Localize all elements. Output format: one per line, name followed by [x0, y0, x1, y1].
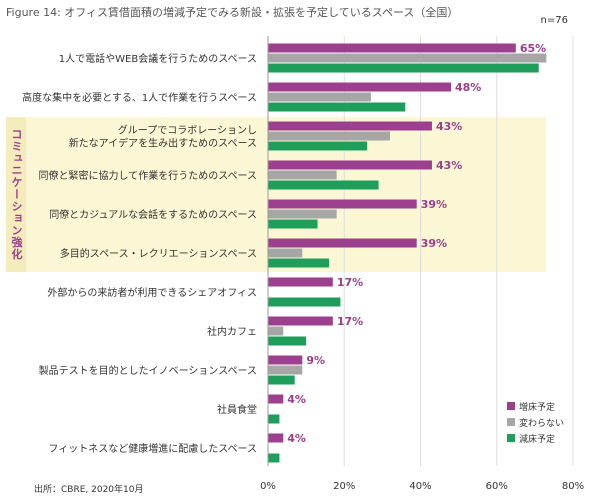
value-label: 39%	[421, 237, 447, 250]
bar-decrease	[268, 453, 280, 463]
legend-label-decrease: 減床予定	[519, 433, 555, 445]
category-label: 1人で電話やWEB会議を行うためのスペース	[59, 52, 257, 65]
legend-label-same: 変わらない	[519, 417, 564, 429]
value-label: 39%	[421, 198, 447, 211]
bar-decrease	[268, 336, 307, 346]
legend-swatch-decrease	[507, 434, 515, 442]
value-label: 4%	[287, 432, 306, 445]
bar-increase	[268, 277, 333, 287]
sample-size-label: n=76	[540, 15, 568, 26]
bar-increase	[268, 199, 417, 209]
category-label: 新たなアイデアを生み出すためのスペース	[69, 137, 257, 150]
bar-increase	[268, 394, 284, 404]
bar-decrease	[268, 180, 379, 190]
bar-decrease	[268, 375, 295, 385]
bar-same	[268, 248, 303, 258]
category-label: 社員食堂	[217, 403, 257, 416]
bar-increase	[268, 316, 333, 326]
bar-increase	[268, 43, 516, 53]
bar-decrease	[268, 219, 318, 229]
bar-increase	[268, 238, 417, 248]
bar-same	[268, 326, 284, 336]
bar-same	[268, 365, 303, 375]
category-label: 同僚とカジュアルな会話をするためのスペース	[49, 208, 257, 221]
legend-label-increase: 増床予定	[519, 401, 555, 413]
value-label: 48%	[455, 81, 481, 94]
category-label: 外部からの来訪者が利用できるシェアオフィス	[47, 286, 257, 299]
bar-decrease	[268, 258, 329, 268]
bar-decrease	[268, 141, 368, 151]
category-label: 多目的スペース・レクリエーションスペース	[60, 247, 257, 260]
bar-same	[268, 209, 337, 219]
x-tick-label: 40%	[409, 481, 431, 492]
bar-increase	[268, 82, 451, 92]
value-label: 65%	[520, 42, 546, 55]
x-tick-label: 20%	[333, 481, 355, 492]
bar-decrease	[268, 414, 280, 424]
category-label: 同僚と緊密に協力して作業を行うためのスペース	[39, 169, 258, 182]
bar-same	[268, 92, 371, 102]
source-note: 出所：CBRE, 2020年10月	[34, 485, 144, 495]
bar-same	[268, 53, 547, 63]
bar-increase	[268, 160, 432, 170]
category-label: フィットネスなど健康増進に配慮したスペース	[48, 442, 257, 455]
legend-swatch-increase	[507, 402, 515, 410]
group-label: コミュニケーション強化	[10, 129, 23, 261]
bar-same	[268, 170, 337, 180]
x-tick-label: 80%	[562, 481, 584, 492]
x-tick-label: 60%	[486, 481, 508, 492]
value-label: 17%	[337, 276, 363, 289]
bar-same	[268, 131, 390, 141]
figure-title: Figure 14: オフィス賃借面積の増減予定でみる新設・拡張を予定しているス…	[6, 6, 459, 19]
x-tick-label: 0%	[260, 481, 276, 492]
legend-swatch-same	[507, 418, 515, 426]
bar-decrease	[268, 63, 539, 73]
bar-decrease	[268, 297, 341, 307]
category-label: グループでコラボレーションし	[118, 124, 257, 137]
value-label: 17%	[337, 315, 363, 328]
bar-increase	[268, 355, 303, 365]
group-label-band	[6, 117, 26, 272]
value-label: 43%	[436, 120, 462, 133]
category-label: 社内カフェ	[207, 325, 257, 338]
bar-increase	[268, 433, 284, 443]
bar-increase	[268, 121, 432, 131]
value-label: 4%	[287, 393, 306, 406]
bar-decrease	[268, 102, 406, 112]
category-label: 高度な集中を必要とする、1人で作業を行うスペース	[22, 91, 257, 104]
value-label: 9%	[306, 354, 325, 367]
value-label: 43%	[436, 159, 462, 172]
category-label: 製品テストを目的としたイノベーションスペース	[39, 364, 257, 377]
